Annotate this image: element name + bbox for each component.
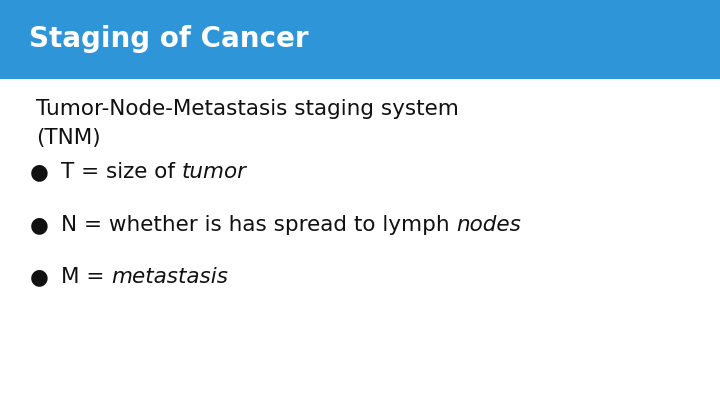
Bar bbox=[0, 0, 720, 79]
Text: ●: ● bbox=[30, 162, 49, 182]
Text: Tumor-Node-Metastasis staging system: Tumor-Node-Metastasis staging system bbox=[36, 99, 459, 119]
Text: ●: ● bbox=[30, 215, 49, 235]
Text: metastasis: metastasis bbox=[112, 267, 228, 288]
Text: ●: ● bbox=[30, 267, 49, 288]
Text: tumor: tumor bbox=[182, 162, 247, 182]
Text: nodes: nodes bbox=[456, 215, 521, 235]
Text: T = size of: T = size of bbox=[61, 162, 182, 182]
Text: Staging of Cancer: Staging of Cancer bbox=[29, 26, 308, 53]
Text: N = whether is has spread to lymph: N = whether is has spread to lymph bbox=[61, 215, 456, 235]
Text: M =: M = bbox=[61, 267, 112, 288]
Text: (TNM): (TNM) bbox=[36, 128, 101, 147]
